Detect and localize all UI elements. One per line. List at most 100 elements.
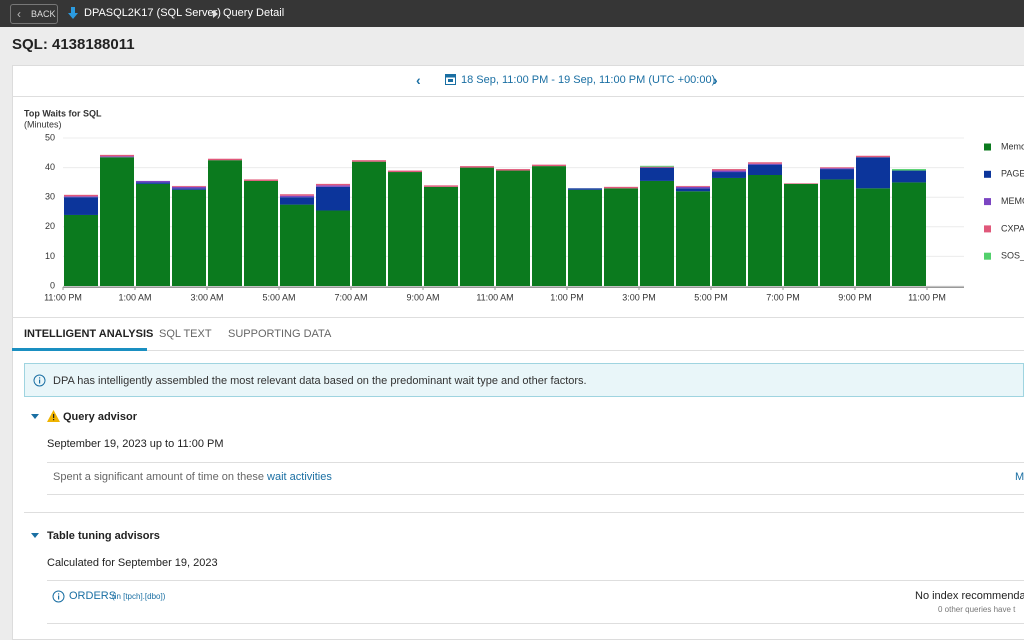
bar-segment xyxy=(820,168,854,170)
bar-segment xyxy=(568,188,602,190)
bar-segment xyxy=(712,169,746,171)
bar-segment xyxy=(820,167,854,169)
section-title: Table tuning advisors xyxy=(47,530,160,542)
bar-segment xyxy=(316,183,350,186)
bar-segment xyxy=(280,204,314,286)
divider xyxy=(47,494,1024,495)
page-title: SQL: 4138188011 xyxy=(12,36,135,53)
top-bar: ‹ BACK DPASQL2K17 (SQL Server) Query Det… xyxy=(0,0,1024,27)
bar-segment xyxy=(460,166,494,168)
bar-segment xyxy=(244,179,278,181)
x-tick-label: 11:00 AM xyxy=(476,292,513,302)
bar-segment xyxy=(64,194,98,197)
date-range[interactable]: 18 Sep, 11:00 PM - 19 Sep, 11:00 PM (UTC… xyxy=(461,74,716,86)
bar-segment xyxy=(748,163,782,165)
bar-segment xyxy=(424,185,458,187)
bar-segment xyxy=(892,169,926,171)
section-title: Query advisor xyxy=(63,411,137,423)
section-date: September 19, 2023 up to 11:00 PM xyxy=(47,438,224,450)
bar-segment xyxy=(676,188,710,192)
bar-segment xyxy=(784,183,818,184)
bar-segment xyxy=(820,179,854,286)
back-button[interactable]: ‹ BACK xyxy=(10,4,58,24)
x-tick-label: 1:00 PM xyxy=(550,292,584,302)
advisor-link[interactable]: wait activities xyxy=(267,471,332,483)
bar-segment xyxy=(100,154,134,157)
x-tick-label: 3:00 AM xyxy=(190,292,223,302)
bar-segment xyxy=(208,158,242,161)
panel xyxy=(12,65,1024,640)
divider xyxy=(12,96,1024,97)
bar-segment xyxy=(100,156,134,158)
bar-segment xyxy=(784,183,818,286)
divider xyxy=(24,512,1024,513)
x-tick-label: 11:00 PM xyxy=(908,292,946,302)
bar-segment xyxy=(676,191,710,286)
bar-segment xyxy=(568,189,602,286)
section-date: Calculated for September 19, 2023 xyxy=(47,557,218,569)
bar-segment xyxy=(316,210,350,286)
recommendation-note: 0 other queries have t xyxy=(938,605,1016,614)
tab-underline xyxy=(12,348,147,351)
tab[interactable]: SQL TEXT xyxy=(159,328,212,340)
info-icon xyxy=(33,374,46,387)
table-link[interactable]: ORDERS xyxy=(69,590,117,602)
x-tick-label: 3:00 PM xyxy=(622,292,656,302)
bar-segment xyxy=(676,186,710,189)
more-link[interactable]: M xyxy=(1015,471,1024,483)
divider xyxy=(47,462,1024,463)
tab-active[interactable]: INTELLIGENT ANALYSIS xyxy=(24,328,154,340)
prev-range[interactable]: ‹ xyxy=(416,72,421,88)
y-tick-label: 20 xyxy=(45,221,55,231)
y-tick-label: 10 xyxy=(45,251,55,261)
bar-segment xyxy=(856,155,890,158)
y-axis-label: (Minutes) xyxy=(24,119,62,129)
divider xyxy=(47,623,1024,624)
next-range[interactable]: › xyxy=(713,72,718,88)
bar-segment xyxy=(136,180,170,183)
bar-segment xyxy=(892,170,926,183)
x-tick-label: 11:00 PM xyxy=(44,292,82,302)
info-text: DPA has intelligently assembled the most… xyxy=(53,375,587,387)
bar-segment xyxy=(712,177,746,286)
bar-segment xyxy=(748,162,782,164)
y-tick-label: 50 xyxy=(45,132,55,142)
y-tick-label: 40 xyxy=(45,162,55,172)
advisor-text-body: Spent a significant amount of time on th… xyxy=(53,471,268,483)
collapse-caret[interactable] xyxy=(31,533,39,539)
bar-segment xyxy=(604,186,638,189)
bar-segment xyxy=(712,170,746,173)
tab[interactable]: SUPPORTING DATA xyxy=(228,328,332,340)
bar-segment xyxy=(136,183,170,286)
tab-divider xyxy=(12,350,1024,351)
warning-icon xyxy=(47,410,60,422)
collapse-caret[interactable] xyxy=(31,414,39,420)
bar-segment xyxy=(424,186,458,286)
x-tick-label: 9:00 PM xyxy=(838,292,872,302)
bar-segment xyxy=(100,157,134,286)
bar-segment xyxy=(172,185,206,187)
bar-segment xyxy=(280,194,314,196)
bar-segment xyxy=(604,188,638,286)
legend-label: PAGE xyxy=(1001,169,1024,179)
bar-segment xyxy=(172,189,206,286)
info-banner: DPA has intelligently assembled the most… xyxy=(24,363,1024,397)
breadcrumb-server[interactable]: DPASQL2K17 (SQL Server) xyxy=(84,7,221,19)
bar-segment xyxy=(136,182,170,184)
bar-segment xyxy=(712,172,746,178)
divider xyxy=(12,317,1024,318)
legend-swatch xyxy=(984,252,991,260)
legend-label: CXPAC xyxy=(1001,223,1024,233)
bar-segment xyxy=(640,166,674,168)
table-schema: (in [tpch].[dbo]) xyxy=(112,592,166,601)
legend-label: SOS_S xyxy=(1001,251,1024,261)
chart: Top Waits for SQL (Minutes) 0 10 20 30 40 50 1… xyxy=(24,108,1024,302)
bar-segment xyxy=(64,214,98,286)
advisor-text: Spent a significant amount of time on th… xyxy=(53,471,332,483)
x-tick-label: 9:00 AM xyxy=(406,292,439,302)
bar-segment xyxy=(496,169,530,171)
y-tick-label: 0 xyxy=(50,280,55,290)
bar-segment xyxy=(172,186,206,189)
bar-segment xyxy=(352,161,386,286)
